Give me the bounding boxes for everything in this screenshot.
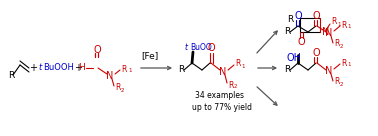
Text: R: R	[121, 64, 126, 73]
Text: N: N	[106, 71, 114, 81]
Text: 1: 1	[241, 64, 245, 69]
Text: O: O	[312, 48, 320, 58]
Text: 2: 2	[121, 87, 124, 92]
Text: O: O	[312, 11, 320, 21]
Text: N: N	[325, 66, 333, 76]
Text: +: +	[74, 63, 82, 73]
Text: N: N	[322, 27, 329, 37]
Text: R: R	[115, 84, 120, 92]
Text: R: R	[334, 78, 339, 86]
Text: R: R	[284, 66, 290, 75]
Text: R: R	[341, 21, 346, 30]
Text: R: R	[228, 81, 233, 89]
Text: R: R	[284, 27, 290, 36]
Text: R: R	[341, 58, 346, 67]
Text: N: N	[219, 67, 227, 77]
Text: N: N	[325, 28, 333, 38]
Text: OH: OH	[287, 53, 302, 63]
Text: [Fe]: [Fe]	[141, 52, 159, 61]
Text: 2: 2	[234, 84, 237, 89]
Text: 34 examples: 34 examples	[195, 92, 244, 101]
Text: O: O	[207, 43, 215, 53]
Text: H: H	[78, 64, 85, 72]
Text: up to 77% yield: up to 77% yield	[192, 103, 252, 112]
Text: R: R	[8, 70, 14, 80]
Text: BuOO: BuOO	[190, 44, 212, 52]
Text: 1: 1	[337, 21, 341, 27]
Text: R: R	[331, 18, 336, 27]
Text: R: R	[235, 60, 240, 69]
Text: t: t	[38, 64, 41, 72]
Text: R: R	[287, 16, 293, 24]
Text: 2: 2	[340, 44, 344, 49]
Text: t: t	[185, 44, 188, 52]
Text: 1: 1	[128, 69, 132, 73]
Text: R: R	[334, 39, 339, 49]
Text: 1: 1	[347, 24, 350, 30]
Text: O: O	[297, 37, 305, 47]
Text: R: R	[178, 66, 184, 75]
Text: 2: 2	[340, 81, 344, 86]
Text: +: +	[29, 63, 37, 73]
Text: O: O	[93, 45, 101, 55]
Text: O: O	[294, 11, 302, 21]
Text: 1: 1	[347, 63, 350, 67]
Text: BuOOH: BuOOH	[43, 64, 74, 72]
